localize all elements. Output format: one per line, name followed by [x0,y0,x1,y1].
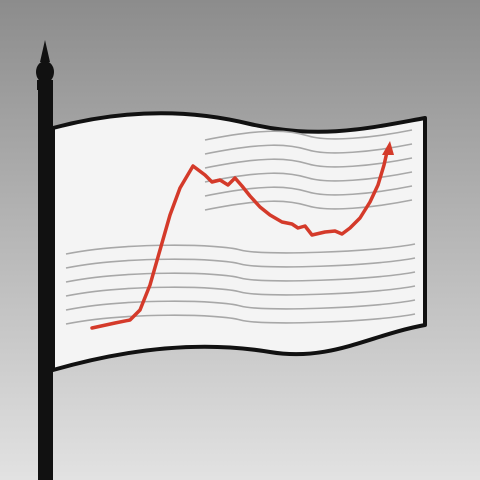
flag-line [204,129,413,141]
flag-line [204,199,413,211]
flag-line [65,257,416,269]
finial-tip [40,40,50,62]
finial-collar [37,80,53,90]
flag-line [65,243,416,255]
flag-line [65,285,416,297]
flag-line [204,171,413,183]
finial-ball [36,61,54,83]
pole [38,88,53,480]
trend-line [90,150,389,330]
trend-arrowhead [382,141,394,155]
flag [51,111,427,372]
flag-line [204,157,413,169]
flagpole [36,40,54,480]
flag-line [204,143,413,155]
flag-line [65,313,416,325]
flag-line [65,271,416,283]
flag-line [65,299,416,311]
